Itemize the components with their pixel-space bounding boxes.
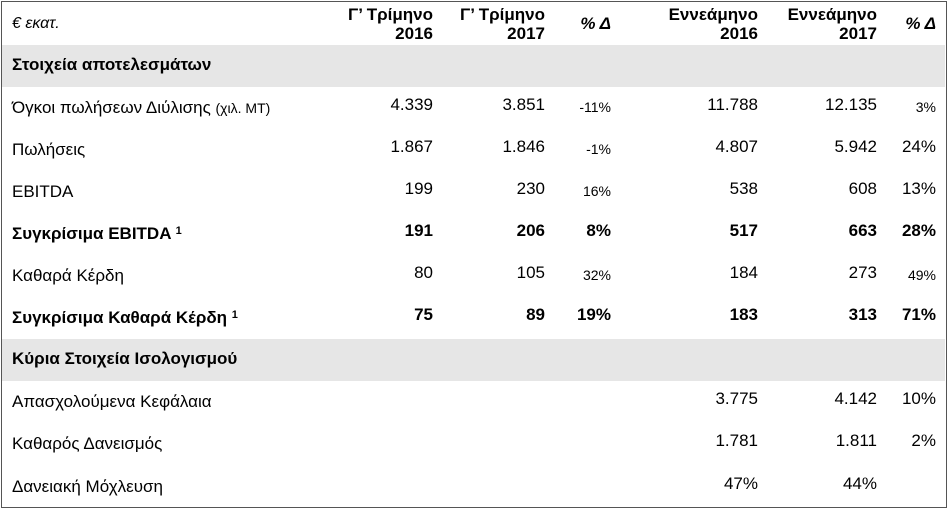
cell: 538 — [729, 179, 758, 198]
table-row: EBITDA 199 230 16% 538 608 13% — [2, 171, 945, 213]
cell: 1.781 — [715, 431, 758, 450]
row-label: EBITDA — [12, 182, 74, 201]
col-q3-2017-line2: 2017 — [507, 24, 545, 43]
row-label: Συγκρίσιμα Καθαρά Κέρδη 1 — [12, 308, 238, 327]
table-header: € εκατ. Γ’ Τρίμηνο 2016 Γ’ Τρίμηνο 2017 … — [2, 4, 945, 44]
cell: 3.775 — [715, 389, 758, 408]
row-label: Καθαρά Κέρδη — [12, 266, 124, 285]
row-label: Καθαρός Δανεισμός — [12, 434, 163, 453]
table-row: Όγκοι πωλήσεων Διύλισης (χιλ. ΜΤ) 4.339 … — [2, 87, 945, 129]
table-row: Δανειακή Μόχλευση 47% 44% — [2, 465, 945, 507]
col-q3-2016-line1: Γ’ Τρίμηνο — [348, 5, 433, 24]
col-9m-2017-line2: 2017 — [839, 24, 877, 43]
row-label: Πωλήσεις — [12, 140, 86, 159]
cell: 1.811 — [835, 431, 877, 450]
cell: 4.807 — [715, 137, 758, 156]
cell: 230 — [516, 179, 545, 198]
cell: 1.867 — [390, 137, 433, 156]
cell: 12.135 — [825, 95, 877, 114]
row-unit: (χιλ. ΜΤ) — [215, 100, 271, 116]
cell: 105 — [516, 263, 545, 282]
section-results-title: Στοιχεία αποτελεσμάτων — [12, 55, 212, 74]
table-row: Πωλήσεις 1.867 1.846 -1% 4.807 5.942 24% — [2, 129, 945, 171]
cell: 89 — [526, 305, 545, 324]
cell: 183 — [729, 305, 758, 324]
row-label: Όγκοι πωλήσεων Διύλισης (χιλ. ΜΤ) — [12, 98, 271, 117]
cell: 2% — [911, 431, 936, 450]
cell: 19% — [576, 305, 611, 324]
section-balance-title: Κύρια Στοιχεία Ισολογισμού — [12, 349, 238, 368]
cell: 24% — [901, 137, 936, 156]
table-row: Συγκρίσιμα EBITDA 1 191 206 8% 517 663 2… — [2, 213, 945, 255]
col-q-change: % Δ — [580, 14, 611, 33]
cell: 313 — [848, 305, 877, 324]
cell: 3% — [915, 99, 936, 115]
col-q3-2016-line2: 2016 — [395, 24, 433, 43]
cell: 4.339 — [390, 95, 433, 114]
cell: 191 — [404, 221, 433, 240]
cell: 199 — [404, 179, 433, 198]
footnote-marker: 1 — [175, 225, 182, 237]
row-label: Συγκρίσιμα EBITDA 1 — [12, 224, 182, 243]
cell: 663 — [848, 221, 877, 240]
cell: 49% — [907, 267, 936, 283]
row-label: Δανειακή Μόχλευση — [12, 477, 163, 496]
cell: 11.788 — [707, 95, 758, 114]
cell: 44% — [842, 474, 877, 493]
unit-label: € εκατ. — [12, 15, 60, 32]
table-row: Καθαρός Δανεισμός 1.781 1.811 2% — [2, 423, 945, 465]
cell: 1.846 — [502, 137, 545, 156]
col-q3-2017-line1: Γ’ Τρίμηνο — [460, 5, 545, 24]
cell: -11% — [579, 99, 611, 115]
col-9m-change: % Δ — [905, 14, 936, 33]
table-row: Απασχολούμενα Κεφάλαια 3.775 4.142 10% — [2, 381, 945, 423]
section-balance: Κύρια Στοιχεία Ισολογισμού — [2, 339, 945, 381]
cell: 8% — [586, 221, 611, 240]
cell: 5.942 — [834, 137, 877, 156]
cell: 71% — [901, 305, 936, 324]
cell: 3.851 — [502, 95, 545, 114]
cell: 47% — [723, 474, 758, 493]
footnote-marker: 1 — [231, 309, 238, 321]
cell: 16% — [582, 183, 611, 199]
col-9m-2017-line1: Εννεάμηνο — [787, 5, 877, 24]
cell: 206 — [516, 221, 545, 240]
cell: 28% — [901, 221, 936, 240]
cell: 184 — [729, 263, 758, 282]
col-9m-2016-line2: 2016 — [720, 24, 758, 43]
section-results: Στοιχεία αποτελεσμάτων — [2, 45, 945, 87]
cell: 10% — [901, 389, 936, 408]
cell: 75 — [414, 305, 433, 324]
cell: 517 — [729, 221, 758, 240]
table-row: Συγκρίσιμα Καθαρά Κέρδη 1 75 89 19% 183 … — [2, 297, 945, 339]
cell: 32% — [582, 267, 611, 283]
cell: 80 — [414, 263, 433, 282]
table-row: Καθαρά Κέρδη 80 105 32% 184 273 49% — [2, 255, 945, 297]
cell: 273 — [848, 263, 877, 282]
col-9m-2016-line1: Εννεάμηνο — [668, 5, 758, 24]
cell: 608 — [848, 179, 877, 198]
cell: -1% — [586, 141, 611, 157]
cell: 13% — [901, 179, 936, 198]
cell: 4.142 — [834, 389, 877, 408]
row-label: Απασχολούμενα Κεφάλαια — [12, 392, 212, 411]
